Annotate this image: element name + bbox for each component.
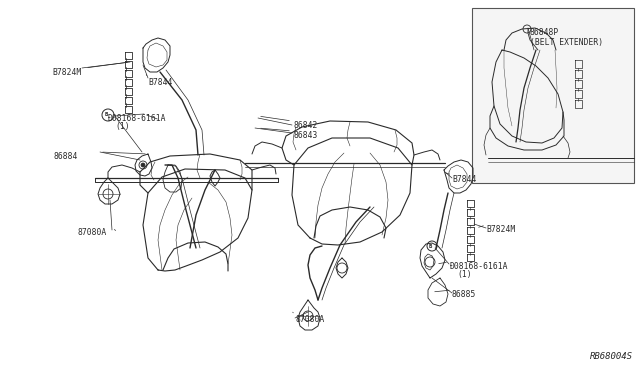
Text: B7844: B7844	[148, 78, 172, 87]
Text: 86885: 86885	[452, 290, 476, 299]
Text: B7824M: B7824M	[486, 225, 515, 234]
Text: 86842: 86842	[294, 121, 318, 130]
Text: Ð08168-6161A: Ð08168-6161A	[450, 262, 509, 271]
Text: 86884: 86884	[54, 152, 78, 161]
Text: RB68004S: RB68004S	[590, 352, 633, 361]
Text: 87080A: 87080A	[295, 315, 324, 324]
Text: 86848P
(BELT EXTENDER): 86848P (BELT EXTENDER)	[530, 28, 603, 47]
Text: 86843: 86843	[294, 131, 318, 140]
Text: B: B	[428, 244, 431, 248]
Circle shape	[141, 163, 145, 167]
Text: (1): (1)	[115, 122, 130, 131]
Text: B7824M: B7824M	[52, 68, 82, 77]
Text: 87080A: 87080A	[78, 228, 108, 237]
Text: B7844: B7844	[452, 175, 476, 184]
Text: Ð08168-6161A: Ð08168-6161A	[108, 114, 166, 123]
Bar	[472, 8, 634, 183]
Text: (1): (1)	[457, 270, 472, 279]
Text: B: B	[104, 112, 108, 118]
